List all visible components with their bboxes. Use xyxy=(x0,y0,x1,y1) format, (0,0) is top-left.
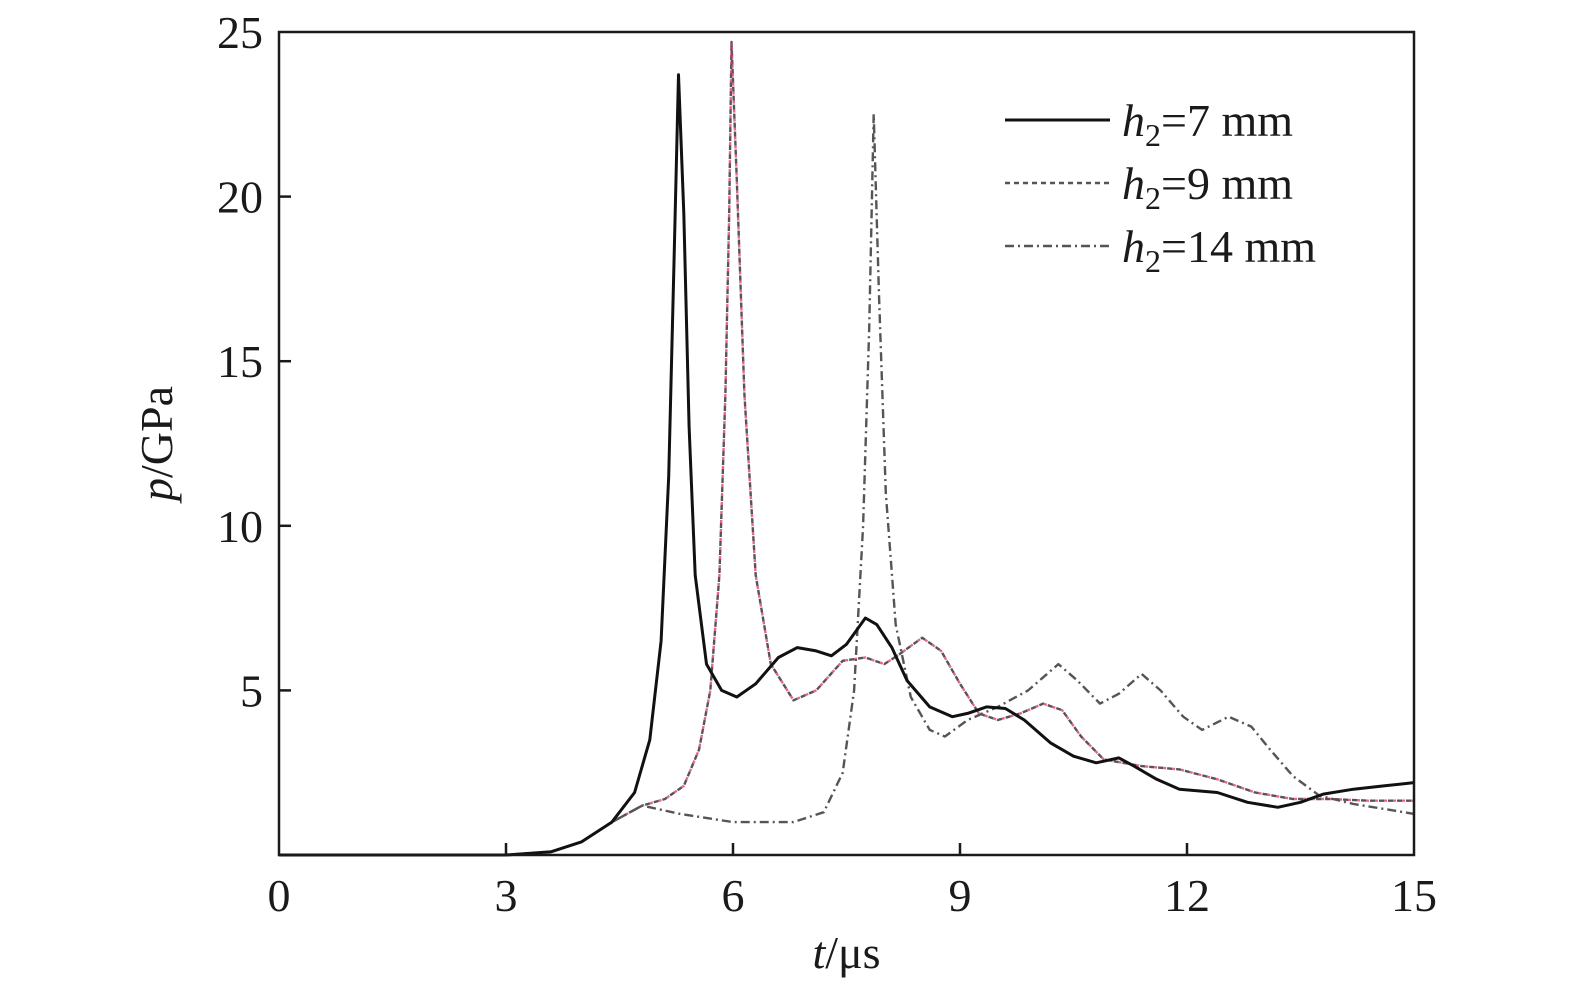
legend-var: h xyxy=(1122,95,1145,146)
series-line-2 xyxy=(279,40,1414,857)
x-tick-label: 9 xyxy=(949,870,972,921)
series-layer xyxy=(279,40,1415,857)
legend-sub: 2 xyxy=(1145,117,1161,153)
series-line-1 xyxy=(279,73,1415,857)
legend-rest: =14 mm xyxy=(1161,221,1316,272)
legend-var: h xyxy=(1122,158,1145,209)
x-tick-label: 3 xyxy=(495,870,518,921)
series-line-2-accent xyxy=(279,41,1414,857)
y-tick-label: 20 xyxy=(217,172,263,223)
y-tick-label: 10 xyxy=(217,501,263,552)
x-axis-variable: t xyxy=(812,927,826,978)
legend-rest: =9 mm xyxy=(1161,158,1293,209)
y-tick-label: 25 xyxy=(217,7,263,58)
y-tick-label: 15 xyxy=(217,336,263,387)
legend-sub: 2 xyxy=(1145,243,1161,279)
legend-label-2: h2=9 mm xyxy=(1122,158,1293,216)
series-line-3 xyxy=(279,113,1415,857)
x-tick-label: 6 xyxy=(722,870,745,921)
x-axis-unit: /μs xyxy=(825,927,880,978)
legend-label-1: h2=7 mm xyxy=(1122,95,1293,153)
y-axis-variable: p xyxy=(131,478,182,504)
y-tick-label: 5 xyxy=(240,665,263,716)
legend-label-3: h2=14 mm xyxy=(1122,221,1316,279)
y-axis-unit: /GPa xyxy=(131,386,182,478)
ticks-layer: 0 3 6 9 12 15 5 10 15 20 25 xyxy=(217,7,1437,921)
legend-rest: =7 mm xyxy=(1161,95,1293,146)
y-axis-label: p/GPa xyxy=(131,386,182,504)
legend-sub: 2 xyxy=(1145,180,1161,216)
x-axis-label: t/μs xyxy=(812,927,880,978)
x-tick-label: 15 xyxy=(1391,870,1437,921)
plot-frame xyxy=(277,30,1416,857)
legend-var: h xyxy=(1122,221,1145,272)
x-tick-label: 12 xyxy=(1164,870,1210,921)
x-tick-label: 0 xyxy=(268,870,291,921)
